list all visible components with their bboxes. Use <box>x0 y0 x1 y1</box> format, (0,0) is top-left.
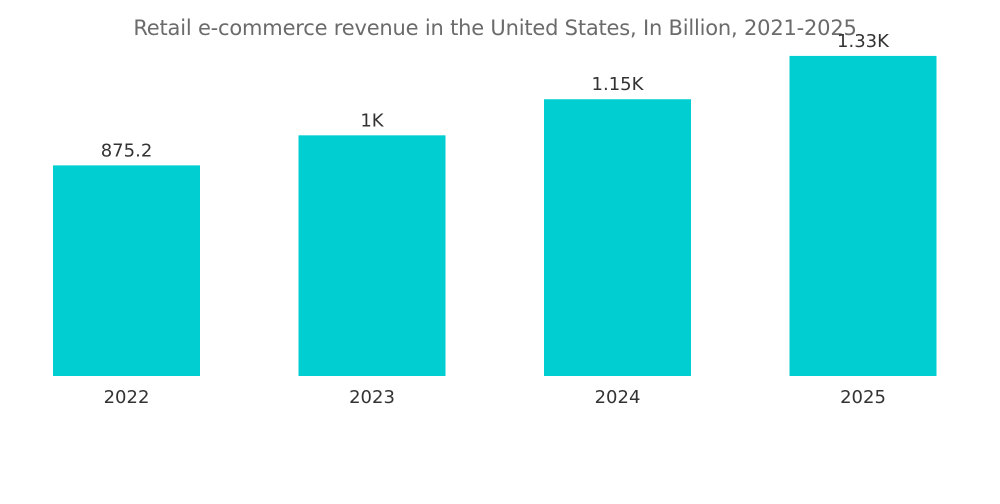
x-tick-label-2023: 2023 <box>349 387 395 408</box>
bar-2023[interactable] <box>298 135 446 376</box>
chart-title: Retail e-commerce revenue in the United … <box>133 16 857 40</box>
data-label-2024: 1.15K <box>592 74 645 95</box>
bar-2025[interactable] <box>789 55 937 377</box>
data-label-2023: 1K <box>360 110 384 131</box>
x-tick-label-2025: 2025 <box>840 387 886 408</box>
x-tick-label-2022: 2022 <box>104 387 150 408</box>
data-label-2025: 1.33K <box>837 31 890 52</box>
bar-2022[interactable] <box>53 165 200 376</box>
bar-2024[interactable] <box>544 99 691 376</box>
x-tick-label-2024: 2024 <box>595 387 641 408</box>
data-label-2022: 875.2 <box>101 140 153 161</box>
